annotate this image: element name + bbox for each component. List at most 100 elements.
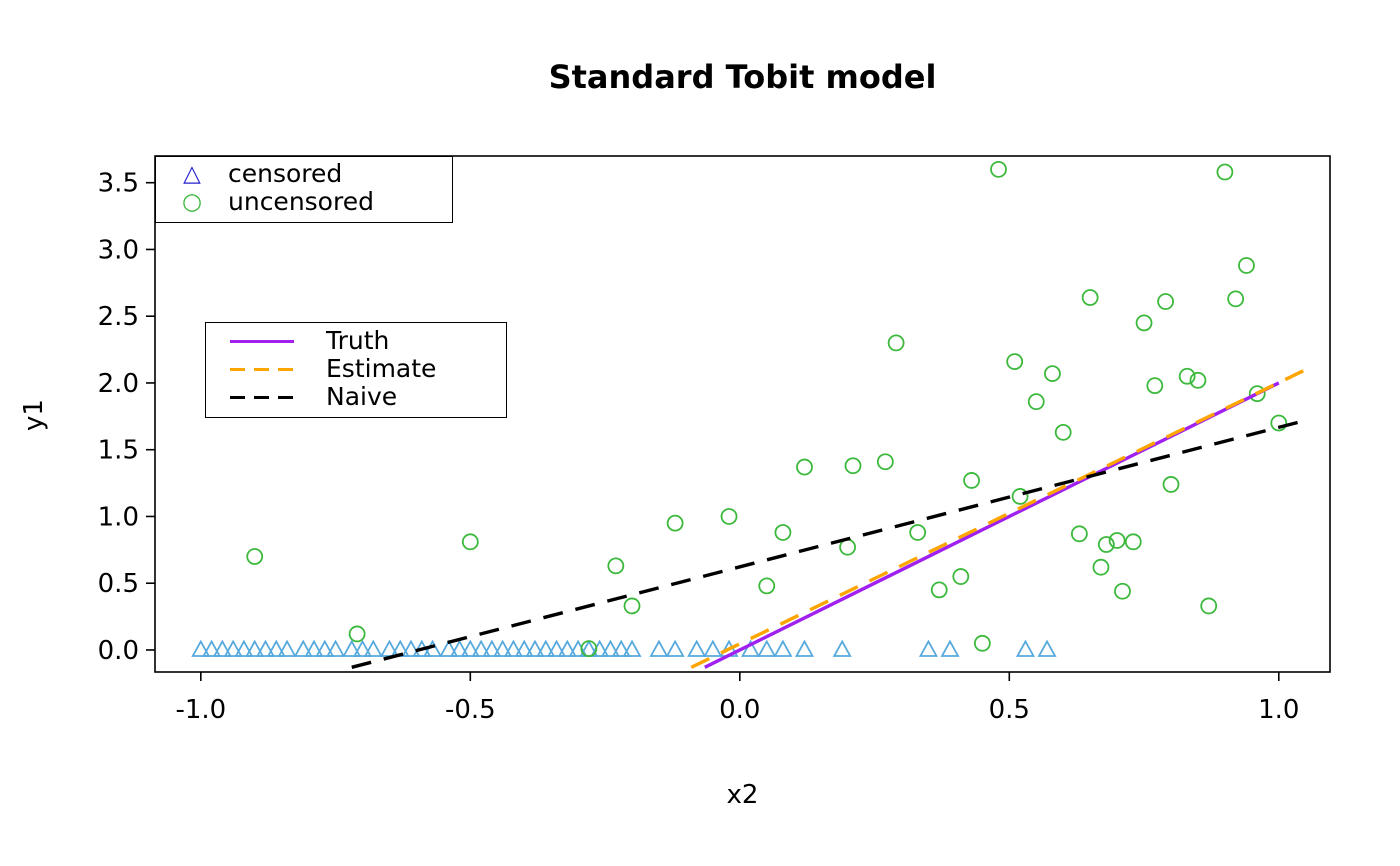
uncensored-point: [348, 625, 366, 643]
uncensored-point: [1270, 414, 1288, 432]
uncensored-point: [607, 557, 625, 575]
y-tick-label: 3.0: [98, 235, 139, 265]
y-tick-label: 0.0: [98, 636, 139, 666]
y-tick-label: 1.0: [98, 502, 139, 532]
naive-line: [351, 418, 1307, 669]
uncensored-point: [1108, 532, 1126, 549]
uncensored-point: [1227, 290, 1245, 308]
censored-point: [439, 639, 459, 657]
censored-point: [471, 639, 491, 657]
censored-point: [326, 639, 346, 657]
uncensored-point: [1200, 597, 1218, 615]
uncensored-point: [930, 581, 948, 599]
censored-point: [363, 639, 383, 657]
censored-point: [212, 639, 232, 657]
uncensored-point: [1044, 365, 1061, 383]
y-tick-label: 2.5: [98, 302, 139, 332]
censored-point: [304, 639, 324, 657]
uncensored-point: [580, 640, 598, 658]
legend-label-estimate: Estimate: [326, 354, 437, 383]
censored-point: [940, 639, 960, 657]
censored-point: [202, 639, 222, 657]
uncensored-point: [1135, 314, 1153, 332]
censored-point: [611, 639, 631, 657]
y-tick-label: 0.5: [98, 569, 139, 599]
censored-point: [234, 639, 254, 657]
uncensored-point: [1189, 371, 1207, 389]
uncensored-point: [246, 548, 264, 565]
censored-point: [460, 639, 480, 657]
legend-label-uncensored: uncensored: [228, 187, 374, 216]
estimate-line-sample: [230, 367, 294, 371]
x-tick-label: 0.0: [719, 695, 760, 725]
uncensored-point: [1162, 476, 1180, 493]
censored-point: [773, 639, 793, 657]
uncensored-point: [1097, 536, 1115, 553]
censored-point: [450, 639, 470, 657]
censored-point: [514, 639, 534, 657]
uncensored-point: [796, 458, 813, 476]
legend-label-truth: Truth: [326, 326, 390, 355]
uncensored-point: [1070, 525, 1088, 543]
uncensored-point: [973, 634, 991, 652]
censored-point: [315, 639, 335, 657]
truth-line: [704, 381, 1280, 669]
censored-point: [665, 639, 685, 657]
uncensored-point: [1081, 289, 1099, 306]
censored-point: [482, 639, 502, 657]
legend-markers: △ censored ○ uncensored: [155, 156, 453, 223]
censored-point: [649, 639, 669, 657]
uncensored-point: [1114, 582, 1131, 600]
uncensored-point: [1027, 393, 1045, 411]
censored-point: [255, 639, 276, 657]
estimate-line: [690, 368, 1307, 669]
censored-point: [223, 639, 243, 657]
censored-point: [1015, 639, 1035, 657]
legend-row-uncensored: ○ uncensored: [156, 188, 452, 216]
legend-row-censored: △ censored: [156, 160, 452, 188]
censored-point: [191, 639, 211, 657]
censored-point: [622, 639, 642, 657]
uncensored-point: [666, 514, 684, 532]
x-tick-label: -1.0: [175, 695, 226, 725]
censored-point: [703, 639, 723, 657]
censored-point: [493, 639, 513, 657]
uncensored-point: [1238, 257, 1255, 274]
chart-title: Standard Tobit model: [548, 58, 937, 96]
uncensored-point: [774, 524, 792, 541]
uncensored-point: [952, 568, 970, 585]
uncensored-point: [844, 457, 862, 475]
uncensored-point: [1011, 488, 1029, 505]
uncensored-point: [990, 160, 1007, 178]
censored-point: [832, 639, 852, 657]
legend-row-naive: Naive: [206, 383, 506, 411]
censored-point: [379, 639, 399, 657]
legend-label-naive: Naive: [326, 382, 398, 411]
censored-point: [245, 639, 265, 657]
legend-row-estimate: Estimate: [206, 355, 506, 383]
legend-lines: Truth Estimate Naive: [205, 322, 507, 418]
censored-point: [757, 639, 777, 657]
y-tick-label: 2.0: [98, 369, 139, 399]
x-tick-label: 0.5: [989, 695, 1030, 725]
x-tick-label: -0.5: [445, 695, 496, 725]
uncensored-point: [1178, 367, 1196, 385]
censored-point: [266, 639, 286, 657]
uncensored-point: [1092, 558, 1110, 576]
censored-point: [352, 639, 373, 657]
censored-point: [600, 639, 620, 657]
y-tick-label: 1.5: [98, 436, 139, 466]
uncensored-point: [1124, 533, 1142, 551]
uncensored-point: [623, 597, 641, 615]
censored-point: [503, 639, 523, 657]
censored-point: [342, 639, 362, 657]
censored-point: [277, 639, 297, 657]
censored-point: [794, 639, 815, 657]
censored-triangle-icon: △: [183, 161, 201, 187]
naive-line-sample: [230, 395, 294, 399]
censored-point: [293, 639, 313, 657]
censored-point: [401, 639, 421, 657]
x-tick-label: 1.0: [1258, 695, 1299, 725]
